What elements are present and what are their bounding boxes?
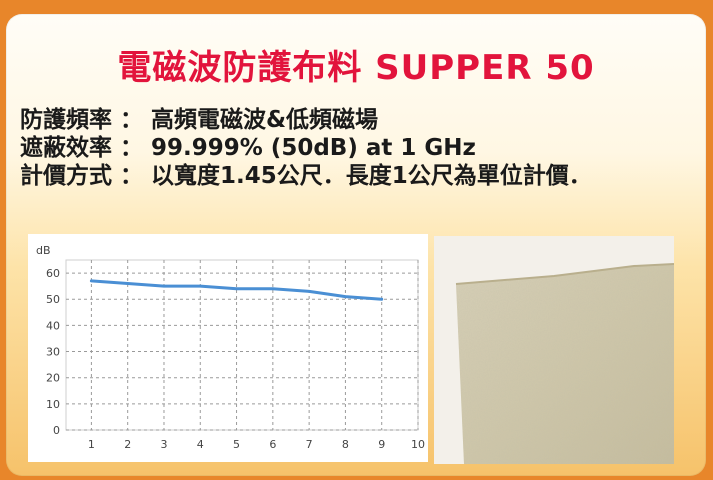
- x-tick-label: 7: [306, 438, 313, 451]
- spec-colon: ：: [120, 135, 143, 161]
- spec-row-pricing: 計價方式 ： 以寬度1.45公尺．長度1公尺為單位計價．: [20, 162, 706, 190]
- x-tick-label: 2: [124, 438, 131, 451]
- y-tick-label: 20: [46, 372, 60, 385]
- data-point: [199, 284, 202, 288]
- x-tick-label: 8: [342, 438, 349, 451]
- x-tick-label: 4: [197, 438, 204, 451]
- spec-colon: ：: [120, 107, 143, 133]
- plot-area: [65, 259, 419, 431]
- spec-label: 防護頻率: [20, 107, 112, 133]
- data-point: [380, 298, 383, 301]
- y-tick-label: 60: [46, 267, 60, 280]
- y-tick-label: 30: [46, 346, 60, 359]
- spec-row-frequency: 防護頻率 ： 高頻電磁波&低頻磁場: [20, 106, 706, 134]
- product-card: 電磁波防護布料 SUPPER 50 防護頻率 ： 高頻電磁波&低頻磁場 遮蔽效率 ： 9…: [6, 14, 706, 476]
- y-tick-label: 10: [46, 398, 60, 411]
- x-tick-label: 3: [160, 438, 167, 451]
- x-tick-label: 10: [411, 438, 425, 451]
- x-tick-label: 6: [269, 438, 276, 451]
- y-tick-label: 40: [46, 319, 60, 332]
- y-tick-label: 50: [46, 293, 60, 306]
- product-title: 電磁波防護布料 SUPPER 50: [117, 48, 595, 88]
- y-axis-label: dB: [36, 244, 51, 257]
- spec-value: 以寬度1.45公尺．長度1公尺為單位計價．: [151, 163, 592, 189]
- spec-label: 計價方式: [20, 163, 112, 189]
- y-tick-label: 0: [53, 424, 60, 437]
- x-tick-label: 9: [378, 438, 385, 451]
- shielding-chart-panel: 0 10 20 30 40 50 60 1 2 3 4 5 6 7 8 9 10 dB: [28, 234, 428, 462]
- data-point: [126, 282, 129, 285]
- spec-label: 遮蔽效率: [20, 135, 112, 161]
- shielding-line-chart: 0 10 20 30 40 50 60 1 2 3 4 5 6 7 8 9 10 dB: [36, 244, 425, 451]
- data-point: [271, 287, 275, 290]
- spec-list: 防護頻率 ： 高頻電磁波&低頻磁場 遮蔽效率 ： 99.999% (50dB) at 1…: [20, 106, 706, 190]
- spec-colon: ：: [120, 163, 143, 189]
- spec-value: 99.999% (50dB) at 1 GHz: [151, 135, 476, 161]
- x-tick-label: 1: [88, 438, 95, 451]
- fabric-swatch-image: [434, 236, 674, 464]
- spec-row-shielding: 遮蔽效率 ： 99.999% (50dB) at 1 GHz: [20, 134, 706, 162]
- data-point: [307, 290, 311, 293]
- x-tick-label: 5: [233, 438, 240, 451]
- data-point: [235, 287, 238, 290]
- data-point: [344, 295, 347, 298]
- data-point: [90, 279, 93, 283]
- fabric-photo: [434, 236, 674, 464]
- data-point: [162, 284, 166, 288]
- spec-value: 高頻電磁波&低頻磁場: [151, 107, 379, 133]
